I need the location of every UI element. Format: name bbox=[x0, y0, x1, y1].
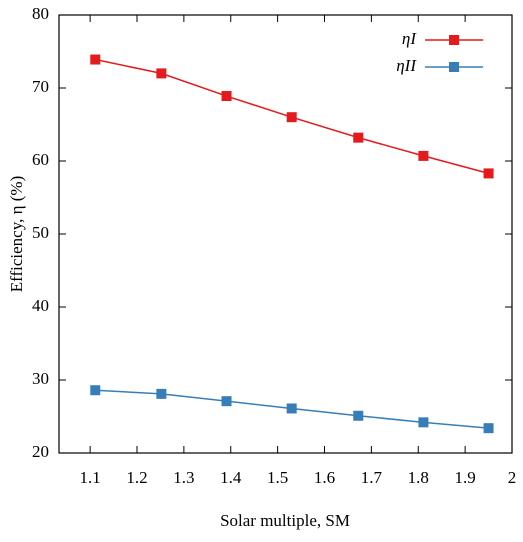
x-tick-label: 1.1 bbox=[80, 468, 101, 487]
point bbox=[221, 396, 232, 407]
point bbox=[483, 168, 494, 179]
legend-label: ηII bbox=[396, 56, 417, 75]
point bbox=[483, 423, 494, 434]
y-tick-label: 20 bbox=[32, 442, 49, 461]
y-tick-label: 70 bbox=[32, 77, 49, 96]
x-tick-label: 1.7 bbox=[361, 468, 383, 487]
plot-frame bbox=[58, 14, 513, 454]
point bbox=[221, 91, 232, 102]
point bbox=[286, 112, 297, 123]
x-tick-label: 1.2 bbox=[126, 468, 147, 487]
x-tick-label: 1.6 bbox=[314, 468, 335, 487]
point bbox=[90, 385, 101, 396]
x-tick-label: 1.3 bbox=[173, 468, 194, 487]
x-tick-label: 1.8 bbox=[408, 468, 429, 487]
x-tick-label: 1.4 bbox=[220, 468, 242, 487]
legend-marker bbox=[449, 35, 459, 45]
x-tick-label: 2 bbox=[508, 468, 517, 487]
x-tick-label: 1.9 bbox=[455, 468, 476, 487]
x-tick-label: 1.5 bbox=[267, 468, 288, 487]
y-tick-label: 30 bbox=[32, 369, 49, 388]
point bbox=[353, 132, 364, 143]
point bbox=[90, 54, 101, 65]
y-tick-label: 40 bbox=[32, 296, 49, 315]
legend-label: ηI bbox=[402, 29, 417, 48]
point bbox=[156, 388, 167, 399]
y-tick-label: 80 bbox=[32, 4, 49, 23]
x-axis-label: Solar multiple, SM bbox=[220, 511, 350, 530]
point bbox=[156, 68, 167, 79]
y-tick-label: 50 bbox=[32, 223, 49, 242]
point bbox=[353, 410, 364, 421]
point bbox=[418, 417, 429, 428]
y-axis-label: Efficiency, η (%) bbox=[7, 176, 26, 293]
point bbox=[286, 403, 297, 414]
legend-marker bbox=[449, 62, 459, 72]
y-tick-label: 60 bbox=[32, 150, 49, 169]
point bbox=[418, 150, 429, 161]
